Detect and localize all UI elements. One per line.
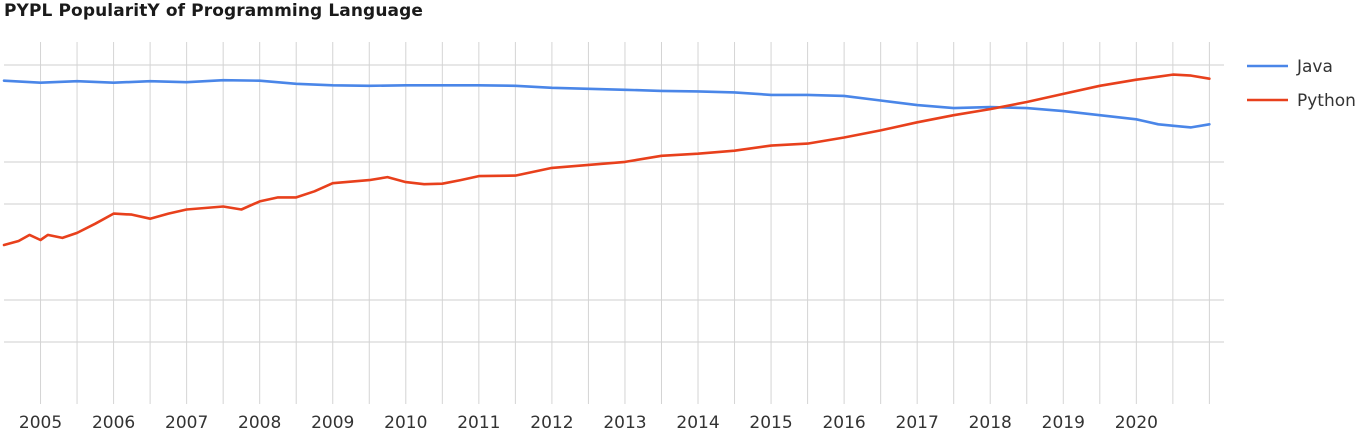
x-tick-label: 2010 (384, 413, 427, 433)
x-axis-tick-labels: 2005 2006 2007 2008 2009 2010 2011 2012 2013 2014… (19, 413, 1158, 433)
x-tick-label: 2006 (92, 413, 135, 433)
x-tick-label: 2014 (676, 413, 719, 433)
x-tick-label: 2007 (165, 413, 208, 433)
x-tick-label: 2020 (1115, 413, 1158, 433)
legend: Java Python (1247, 57, 1356, 111)
x-tick-label: 2012 (530, 413, 573, 433)
series-line-java (2, 78, 1211, 129)
x-tick-label: 2016 (822, 413, 865, 433)
x-tick-label: 2009 (311, 413, 354, 433)
series-line-python (2, 73, 1211, 247)
legend-label-java: Java (1296, 57, 1333, 77)
x-tick-label: 2011 (457, 413, 500, 433)
chart-title: PYPL PopularitY of Programming Language (4, 1, 423, 21)
gridlines (4, 42, 1224, 404)
x-tick-label: 2008 (238, 413, 281, 433)
x-tick-label: 2017 (896, 413, 939, 433)
x-tick-label: 2015 (749, 413, 792, 433)
x-tick-label: 2019 (1042, 413, 1085, 433)
series-lines (2, 73, 1211, 247)
x-tick-label: 2013 (603, 413, 646, 433)
x-tick-label: 2005 (19, 413, 62, 433)
x-tick-label: 2018 (969, 413, 1012, 433)
legend-label-python: Python (1297, 91, 1356, 111)
